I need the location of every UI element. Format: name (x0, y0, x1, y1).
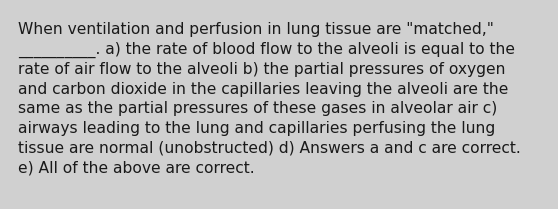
Text: When ventilation and perfusion in lung tissue are "matched,"
__________. a) the : When ventilation and perfusion in lung t… (18, 22, 521, 175)
